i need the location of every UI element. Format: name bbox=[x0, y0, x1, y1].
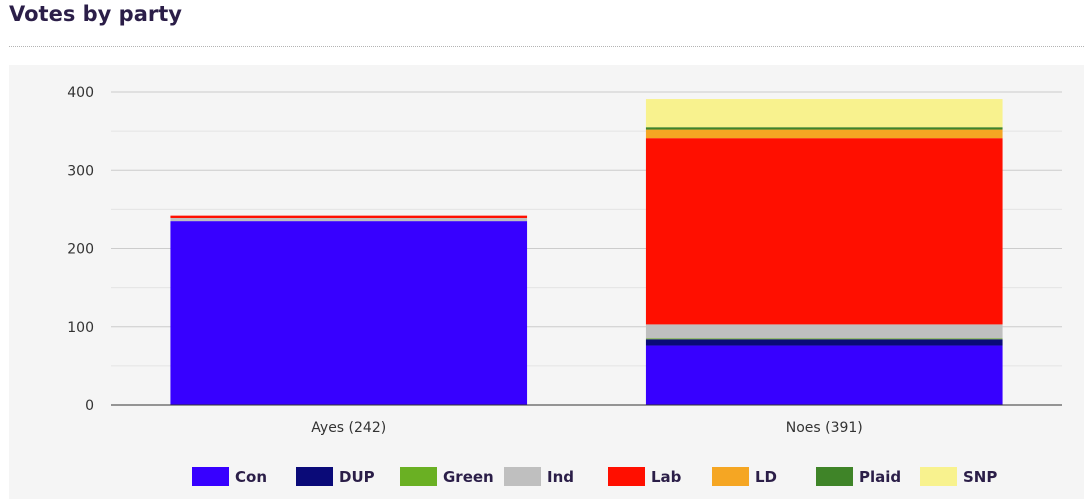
bar-segment-ind[interactable] bbox=[170, 217, 528, 222]
title-divider bbox=[9, 46, 1084, 47]
y-tick-label: 300 bbox=[67, 163, 94, 179]
x-category-label: Noes (391) bbox=[786, 420, 863, 436]
legend-label: Green bbox=[443, 468, 494, 486]
bar-segment-plaid[interactable] bbox=[645, 127, 1003, 130]
bar-segment-con[interactable] bbox=[170, 221, 528, 405]
legend-item-green[interactable]: Green bbox=[400, 467, 494, 486]
bar-segment-con[interactable] bbox=[645, 345, 1003, 405]
legend-item-ind[interactable]: Ind bbox=[504, 467, 574, 486]
legend-label: SNP bbox=[963, 468, 997, 486]
axes: 0 100 200 300 400 Ayes (242) Noes (391) bbox=[67, 85, 1062, 436]
bar-segment-lab[interactable] bbox=[170, 215, 528, 218]
bar-segment-green[interactable] bbox=[645, 338, 1003, 340]
y-tick-label: 400 bbox=[67, 85, 94, 101]
legend-item-snp[interactable]: SNP bbox=[920, 467, 997, 486]
bar-segment-lab[interactable] bbox=[645, 138, 1003, 325]
legend-label: DUP bbox=[339, 468, 375, 486]
legend-label: Con bbox=[235, 468, 267, 486]
legend-swatch bbox=[296, 467, 333, 486]
bars bbox=[170, 99, 1003, 405]
stacked-bar-chart: 0 100 200 300 400 Ayes (242) Noes (391) Con DUP… bbox=[67, 85, 1062, 486]
legend-label: LD bbox=[755, 468, 777, 486]
y-tick-label: 200 bbox=[67, 242, 94, 258]
y-tick-label: 100 bbox=[67, 320, 94, 336]
page-title: Votes by party bbox=[9, 2, 182, 26]
x-category-label: Ayes (242) bbox=[311, 420, 386, 436]
legend-label: Lab bbox=[651, 468, 682, 486]
legend-swatch bbox=[712, 467, 749, 486]
legend-item-plaid[interactable]: Plaid bbox=[816, 467, 901, 486]
bar-segment-ind[interactable] bbox=[645, 324, 1003, 339]
legend-swatch bbox=[920, 467, 957, 486]
legend-swatch bbox=[816, 467, 853, 486]
bar-segment-snp[interactable] bbox=[645, 99, 1003, 128]
legend-item-lab[interactable]: Lab bbox=[608, 467, 682, 486]
legend-swatch bbox=[192, 467, 229, 486]
legend-label: Ind bbox=[547, 468, 574, 486]
legend-swatch bbox=[608, 467, 645, 486]
legend-swatch bbox=[400, 467, 437, 486]
legend-item-dup[interactable]: DUP bbox=[296, 467, 375, 486]
legend-item-ld[interactable]: LD bbox=[712, 467, 777, 486]
bar-segment-dup[interactable] bbox=[645, 339, 1003, 346]
y-tick-label: 0 bbox=[85, 398, 94, 414]
legend-label: Plaid bbox=[859, 468, 901, 486]
chart-panel: 0 100 200 300 400 Ayes (242) Noes (391) Con DUP… bbox=[9, 65, 1084, 499]
legend-swatch bbox=[504, 467, 541, 486]
legend-item-con[interactable]: Con bbox=[192, 467, 267, 486]
legend: Con DUP Green Ind Lab LD Plaid SNP bbox=[192, 467, 997, 486]
bar-segment-ld[interactable] bbox=[645, 129, 1003, 139]
